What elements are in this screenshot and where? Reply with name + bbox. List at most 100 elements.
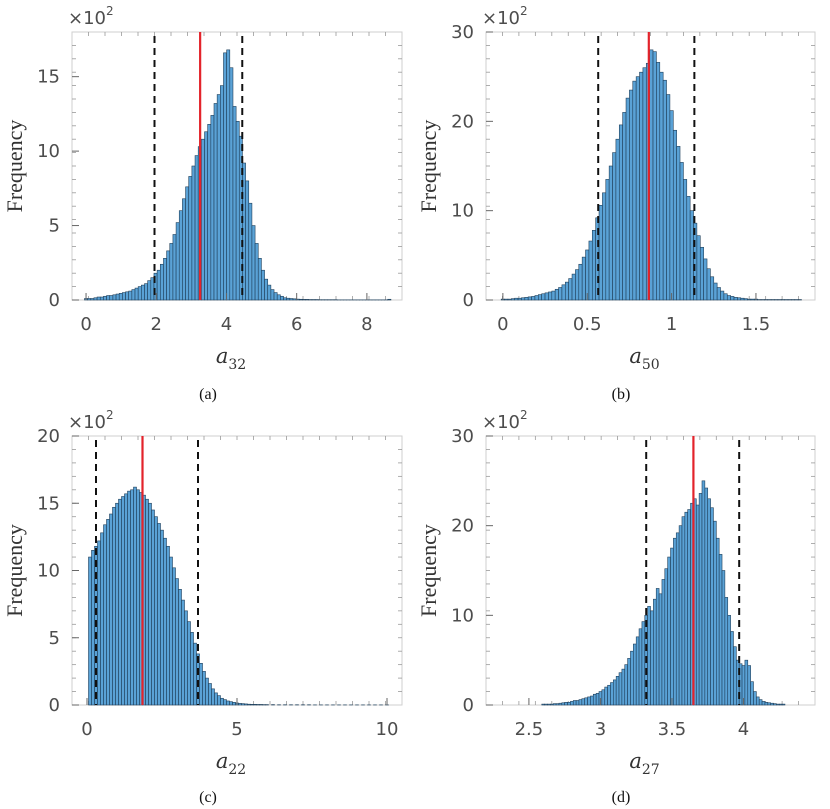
histogram-bar <box>253 704 257 706</box>
histogram-bar <box>211 688 215 706</box>
y-tick-label: 5 <box>49 216 60 237</box>
histogram-bar <box>229 701 233 706</box>
histogram-bar <box>541 293 546 301</box>
histogram-bar <box>157 523 161 706</box>
histogram-bar <box>193 642 197 706</box>
y-tick-label: 30 <box>451 426 474 447</box>
histogram-bar <box>160 529 164 706</box>
histogram-bar <box>220 697 224 706</box>
histogram-bar <box>737 297 742 301</box>
histogram-bar <box>703 258 708 301</box>
y-tick-label: 5 <box>49 628 60 649</box>
histogram-bar <box>166 250 171 301</box>
histogram-bar <box>106 519 110 706</box>
histogram-bar <box>124 493 128 706</box>
histogram-bar <box>608 165 613 301</box>
x-axis-label-sub: 32 <box>228 357 246 373</box>
histogram-bar <box>656 62 661 301</box>
histogram-bar <box>169 243 174 301</box>
x-tick-label: 10 <box>376 719 399 740</box>
histogram-bar <box>710 276 715 301</box>
histogram-bar <box>133 486 137 706</box>
histogram-bar <box>147 280 152 301</box>
histogram-bar <box>172 567 176 706</box>
histogram-bar <box>238 703 242 706</box>
histogram-bar <box>673 537 677 706</box>
histogram-bar <box>134 287 139 301</box>
histogram-bar <box>558 702 563 706</box>
histogram-bar <box>112 506 116 706</box>
histogram-bar <box>185 186 190 301</box>
histogram-bar <box>112 294 117 301</box>
histogram-bar <box>217 695 221 706</box>
histogram-bar <box>649 49 654 301</box>
y-tick-label: 0 <box>463 695 474 716</box>
histogram-bar <box>175 578 179 706</box>
histogram-bar <box>635 636 640 706</box>
histogram-bar <box>159 263 164 301</box>
histogram-bar <box>128 290 133 301</box>
histogram-bar <box>259 704 263 706</box>
histogram-bar <box>564 281 569 301</box>
histogram-bar <box>527 296 532 301</box>
histogram-bar <box>141 284 145 301</box>
x-axis-label-sub: 27 <box>642 762 660 778</box>
histogram-bar <box>289 298 294 301</box>
histogram-bar <box>256 704 260 706</box>
y-multiplier-exp: 2 <box>520 408 528 422</box>
panel-caption: (d) <box>612 789 631 806</box>
histogram-bar <box>635 76 640 301</box>
histogram-bar <box>591 230 596 301</box>
x-axis-label-var: a <box>629 749 642 773</box>
histogram-bar <box>571 273 576 301</box>
histogram-bar <box>103 524 107 706</box>
histogram-bar <box>245 180 250 301</box>
histogram-bar <box>723 293 728 301</box>
histogram-bar <box>241 703 245 706</box>
histogram-bar <box>511 298 515 301</box>
y-axis-label: Frequency <box>416 524 441 617</box>
histogram-bar <box>681 516 686 706</box>
y-tick-label: 0 <box>49 695 60 716</box>
histogram-bar <box>216 94 221 301</box>
histogram-bar <box>280 295 284 301</box>
histogram-bar <box>524 297 529 301</box>
histogram-bar <box>658 593 663 706</box>
y-tick-label: 20 <box>451 516 474 537</box>
x-tick-label: 1.5 <box>742 314 771 335</box>
histogram-bar <box>223 52 227 301</box>
histogram-bar <box>701 480 706 706</box>
histogram-bar <box>121 496 125 706</box>
histogram-bar <box>267 284 272 301</box>
histogram-bar <box>257 258 262 301</box>
histogram-bar <box>99 296 104 301</box>
histogram-bar <box>726 295 731 301</box>
histogram-bar <box>232 106 237 301</box>
x-axis-label: a50 <box>629 344 659 373</box>
histogram-bar <box>130 489 134 706</box>
histogram-bar <box>744 659 749 706</box>
histogram-bar <box>670 547 674 706</box>
y-axis-label: Frequency <box>2 120 27 213</box>
histogram-bar <box>220 85 224 301</box>
histogram-bar <box>590 695 594 706</box>
histogram-bar <box>190 632 194 706</box>
histogram-bar <box>615 676 620 706</box>
histogram-bar <box>131 289 136 301</box>
x-axis-label-var: a <box>216 749 229 773</box>
histogram-bar <box>551 290 556 301</box>
histogram-bar <box>235 121 240 301</box>
histogram-bar <box>621 668 626 706</box>
histogram-bar <box>764 702 769 706</box>
histogram-bar <box>570 701 574 706</box>
histogram-bar <box>618 672 623 706</box>
histogram-bar <box>698 493 703 706</box>
x-tick-label: 0.5 <box>573 314 602 335</box>
histogram-bar <box>770 702 774 706</box>
histogram-bar <box>202 671 206 706</box>
histogram-bar <box>632 80 637 301</box>
histogram-bar <box>781 703 786 706</box>
x-tick-label: 8 <box>361 314 372 335</box>
